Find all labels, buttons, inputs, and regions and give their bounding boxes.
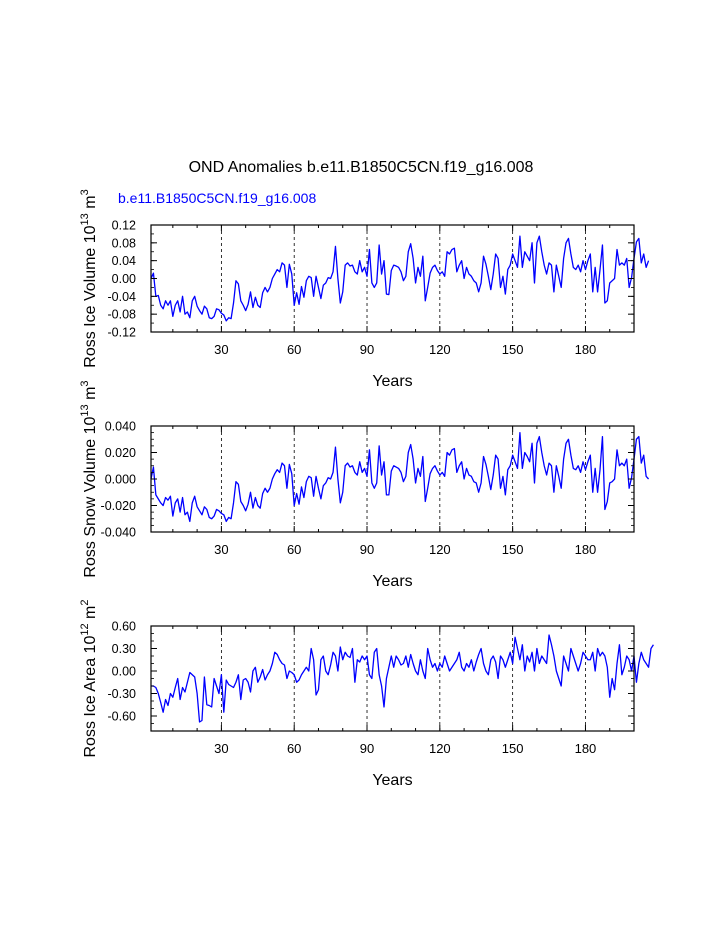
y-tick-label: 0.020 <box>105 446 136 460</box>
ice-area-panel: 30 60 90 120 150 180 -0.60 -0.30 0.00 0.30 0.60 Yea… <box>79 600 654 789</box>
x-axis-label: Years <box>372 772 412 789</box>
y-tick-label: 0.04 <box>112 254 136 268</box>
x-tick-label: 60 <box>287 542 301 557</box>
x-tick-label: 150 <box>502 542 524 557</box>
x-tick-label: 30 <box>214 741 228 756</box>
figure-title: OND Anomalies b.e11.B1850C5CN.f19_g16.00… <box>189 159 534 176</box>
x-tick-label: 180 <box>575 741 597 756</box>
y-tick-label: -0.30 <box>108 687 137 701</box>
x-tick-label: 90 <box>360 542 374 557</box>
y-tick-label: 0.040 <box>105 420 136 434</box>
y-tick-label: -0.60 <box>108 710 137 724</box>
snow-volume-panel: 30 60 90 120 150 180 -0.040 -0.020 0.000 0.020 0.0… <box>79 380 650 590</box>
x-tick-label: 60 <box>287 342 301 357</box>
x-tick-label: 30 <box>214 542 228 557</box>
x-tick-label: 90 <box>360 342 374 357</box>
x-axis-label: Years <box>372 373 412 390</box>
y-axis-label: Ross Ice Volume 1013 m3 <box>79 189 99 367</box>
x-tick-label: 180 <box>575 342 597 357</box>
y-tick-label: -0.08 <box>108 308 137 322</box>
series-line <box>151 634 654 723</box>
case-label: b.e11.B1850C5CN.f19_g16.008 <box>118 190 316 206</box>
x-tick-label: 90 <box>360 741 374 756</box>
x-tick-label: 60 <box>287 741 301 756</box>
ice-volume-panel: 30 60 90 120 150 180 -0.12 -0.08 -0.04 0.00 0.04 0.… <box>79 189 650 390</box>
y-tick-label: 0.00 <box>112 665 136 679</box>
y-tick-label: 0.000 <box>105 473 136 487</box>
x-tick-label: 120 <box>429 741 451 756</box>
x-tick-label: 30 <box>214 342 228 357</box>
y-tick-label: 0.30 <box>112 642 136 656</box>
y-axis-label: Ross Ice Area 1012 m2 <box>79 600 99 758</box>
y-tick-label: -0.12 <box>108 326 137 340</box>
y-tick-label: -0.040 <box>101 526 136 540</box>
series-line <box>150 431 650 523</box>
y-tick-label: -0.020 <box>101 499 136 513</box>
x-tick-label: 150 <box>502 342 524 357</box>
x-tick-label: 120 <box>429 342 451 357</box>
y-tick-label: -0.04 <box>108 290 137 304</box>
y-tick-label: 0.00 <box>112 272 136 286</box>
y-tick-label: 0.12 <box>112 219 136 233</box>
series-line <box>150 235 650 322</box>
x-axis-label: Years <box>372 573 412 590</box>
y-tick-label: 0.08 <box>112 236 136 250</box>
x-tick-label: 180 <box>575 542 597 557</box>
x-tick-label: 120 <box>429 542 451 557</box>
x-tick-label: 150 <box>502 741 524 756</box>
y-axis-label: Ross Snow Volume 1013 m3 <box>79 380 99 577</box>
y-tick-label: 0.60 <box>112 620 136 634</box>
